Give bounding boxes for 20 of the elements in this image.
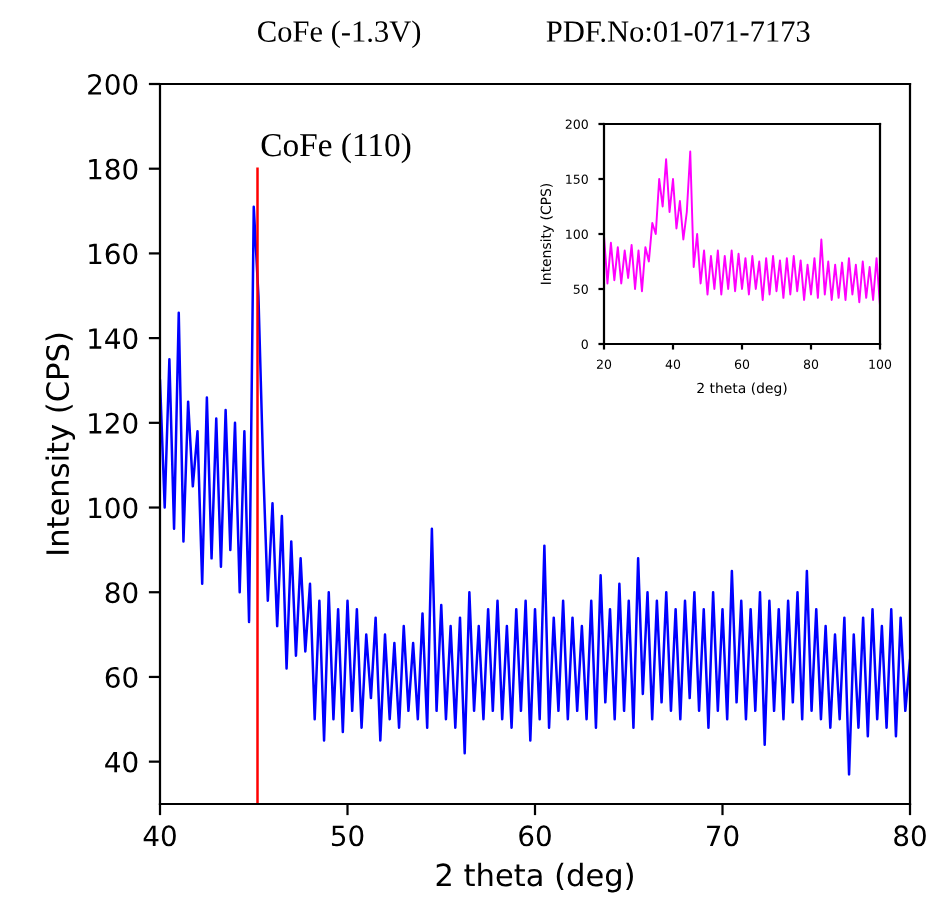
y-tick-label: 60: [105, 666, 138, 688]
y-axis-title: Intensity (CPS): [45, 333, 76, 554]
y-tick-label: 80: [105, 582, 138, 604]
x-axis-title: 2 theta (deg): [436, 862, 633, 893]
x-tick-label: 50: [331, 825, 364, 847]
x-tick-label: 60: [519, 825, 551, 847]
y-tick-label: 140: [89, 328, 138, 350]
y-tick-label: 180: [89, 158, 138, 180]
x-tick-label: 40: [143, 825, 176, 847]
annotation: CoFe (110): [261, 132, 411, 164]
y-tick-label: 160: [89, 243, 138, 265]
x-tick-label: 80: [894, 825, 926, 847]
text: PDF.No:01-071-7173: [546, 21, 810, 43]
y-tick-label: 40: [105, 751, 138, 773]
x-tick-label: 70: [707, 825, 739, 847]
line-series: [604, 150, 880, 307]
chart-title: CoFe (-1.3V): [258, 20, 421, 49]
y-tick-label: 100: [89, 497, 138, 519]
y-tick-label: 120: [89, 412, 138, 434]
y-tick-label: 200: [88, 73, 138, 95]
